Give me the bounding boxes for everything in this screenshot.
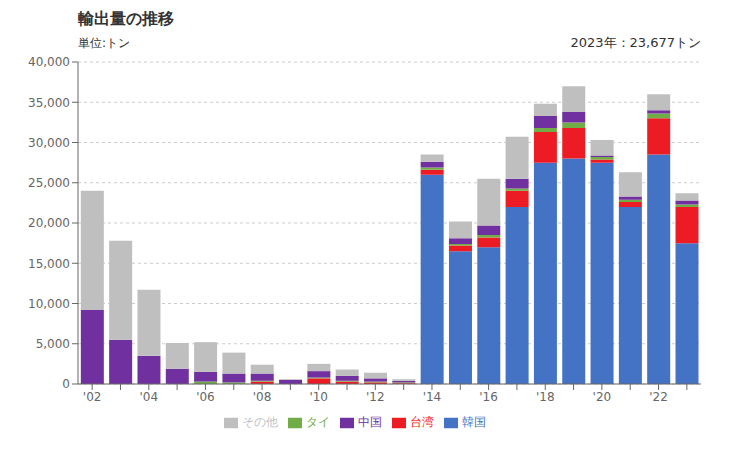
html-text:2023年：23,677トン: 2023年：23,677トン <box>570 35 701 50</box>
svg-text:'22: '22 <box>649 390 668 404</box>
svg-text:20,000: 20,000 <box>28 216 70 230</box>
html-text:台湾: 台湾 <box>409 415 434 429</box>
svg-text:'04: '04 <box>140 390 159 404</box>
svg-text:'02: '02 <box>83 390 102 404</box>
svg-text:'10: '10 <box>309 390 328 404</box>
svg-text:'20: '20 <box>593 390 612 404</box>
html-text:タイ: タイ <box>305 415 330 429</box>
html-text:韓国: 韓国 <box>461 415 486 429</box>
svg-text:40,000: 40,000 <box>28 55 70 69</box>
svg-text:'14: '14 <box>423 390 442 404</box>
html-text:中国: 中国 <box>357 415 382 429</box>
svg-text:5,000: 5,000 <box>36 337 70 351</box>
svg-text:'06: '06 <box>196 390 215 404</box>
svg-text:15,000: 15,000 <box>28 257 70 271</box>
svg-text:35,000: 35,000 <box>28 96 70 110</box>
html-text:単位:トン: 単位:トン <box>78 36 130 50</box>
svg-text:30,000: 30,000 <box>28 136 70 150</box>
svg-text:0: 0 <box>62 377 70 391</box>
svg-text:'16: '16 <box>479 390 498 404</box>
svg-text:'18: '18 <box>536 390 555 404</box>
svg-text:'12: '12 <box>366 390 385 404</box>
svg-text:25,000: 25,000 <box>28 176 70 190</box>
svg-text:'08: '08 <box>253 390 272 404</box>
html-text:その他: その他 <box>241 415 278 429</box>
svg-text:10,000: 10,000 <box>28 297 70 311</box>
html-text:輸出量の推移: 輸出量の推移 <box>78 9 174 28</box>
